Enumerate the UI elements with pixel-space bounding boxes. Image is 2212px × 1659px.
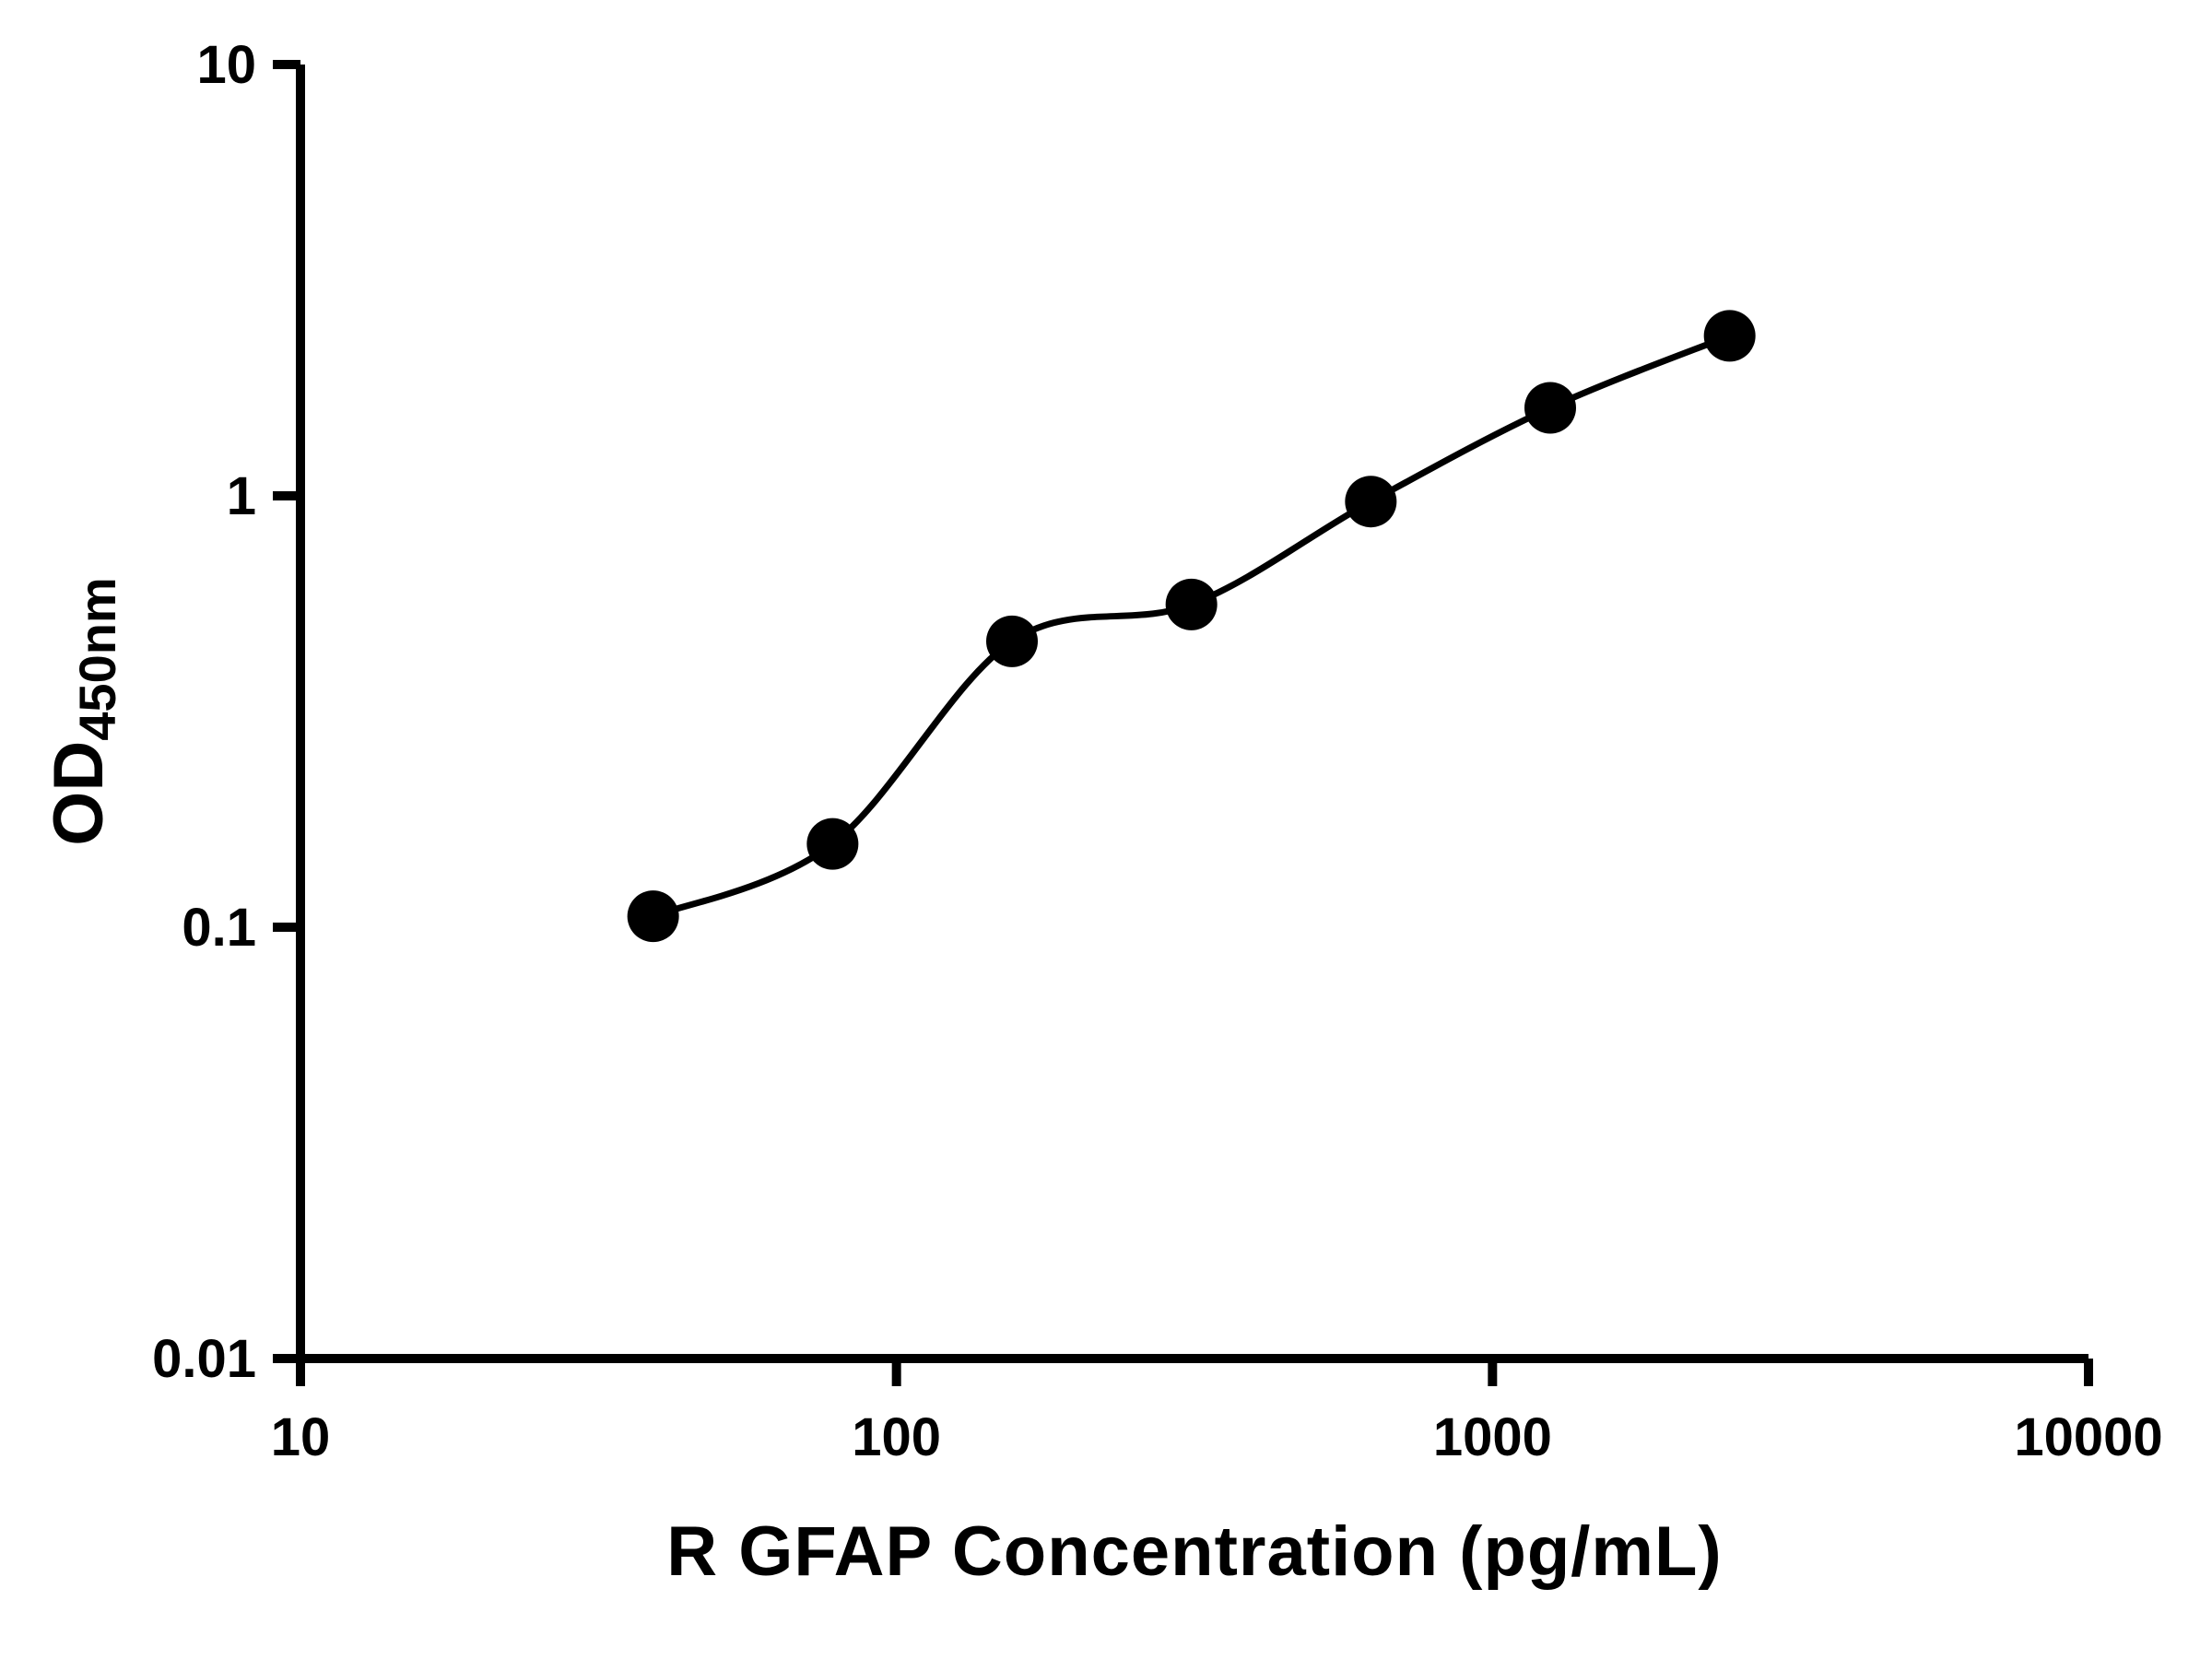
- y-axis-label-text: OD450nm: [39, 577, 127, 845]
- x-tick-label: 10: [271, 1407, 331, 1467]
- x-axis-label: R GFAP Concentration (pg/mL): [666, 1512, 1723, 1591]
- y-tick-label: 1: [227, 466, 256, 526]
- y-axis-label-subscript: 450nm: [68, 577, 126, 741]
- y-tick-label: 0.1: [182, 898, 256, 958]
- y-axis-label-base: OD: [40, 740, 118, 846]
- data-point: [1524, 382, 1577, 434]
- data-point: [1703, 310, 1756, 362]
- data-point: [1345, 476, 1397, 528]
- data-point: [627, 890, 679, 943]
- x-tick-label: 1000: [1433, 1407, 1552, 1467]
- data-point: [986, 615, 1039, 667]
- y-tick-label: 10: [196, 35, 256, 95]
- data-point: [806, 818, 859, 870]
- x-tick-label: 100: [852, 1407, 941, 1467]
- x-tick-label: 10000: [2014, 1407, 2162, 1467]
- y-tick-label: 0.01: [152, 1329, 256, 1389]
- data-point: [1165, 578, 1218, 630]
